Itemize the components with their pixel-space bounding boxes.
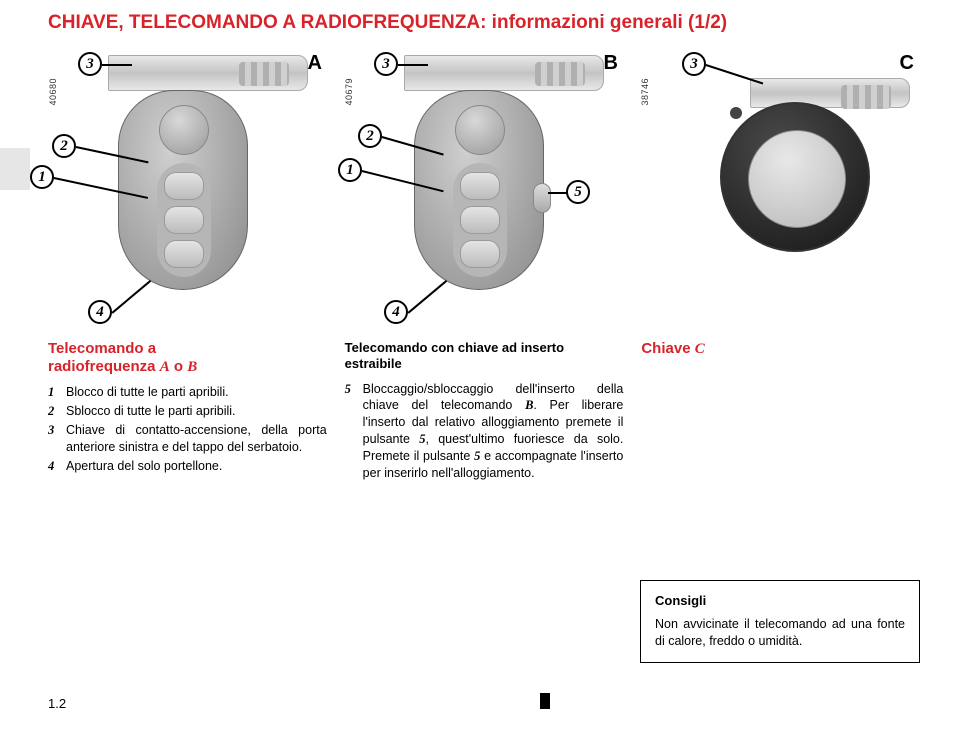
page-number: 1.2 (48, 696, 66, 711)
list-item: 1 Blocco di tutte le parti apribili. (48, 384, 327, 401)
item-text: Blocco di tutte le parti apribili. (66, 384, 229, 401)
leader-line (398, 64, 428, 66)
callout-3: 3 (682, 52, 706, 76)
callout-1: 1 (30, 165, 54, 189)
figure-code: 38746 (640, 78, 650, 106)
callout-2: 2 (358, 124, 382, 148)
list-item: 5 Bloccaggio/sbloccaggio dell'inserto de… (345, 381, 624, 482)
item-number: 1 (48, 384, 60, 401)
key-blade (750, 78, 910, 108)
figure-letter: C (900, 52, 914, 75)
key-fob-body (414, 90, 544, 290)
figure-row: 40680 A 3 2 1 4 40679 B (48, 50, 920, 310)
item-number: 2 (48, 403, 60, 420)
key-badge (159, 105, 209, 155)
callout-1: 1 (338, 158, 362, 182)
item-number: 5 (345, 381, 357, 482)
col1-title-line1: Telecomando a (48, 340, 156, 357)
key-button-strip (157, 163, 211, 277)
lock-button (460, 172, 500, 200)
col1-title: Telecomando a radiofrequenza A o B (48, 340, 327, 376)
unlock-button (460, 206, 500, 234)
item-text: Bloccaggio/sbloccaggio dell'inserto dell… (363, 381, 624, 482)
key-button-strip (453, 163, 507, 277)
callout-4: 4 (384, 300, 408, 324)
callout-3: 3 (374, 52, 398, 76)
trunk-button (164, 240, 204, 268)
leader-line (112, 280, 151, 313)
sidebar-tab (0, 148, 30, 190)
figure-c: 38746 C 3 (640, 50, 920, 310)
figure-a: 40680 A 3 2 1 4 (48, 50, 328, 310)
key-fob-body (118, 90, 248, 290)
item-number: 4 (48, 458, 60, 475)
callout-2: 2 (52, 134, 76, 158)
figure-code: 40680 (48, 78, 58, 106)
item-text: Apertura del solo portellone. (66, 458, 222, 475)
key-blade (108, 55, 308, 91)
col3-title: Chiave C (641, 340, 920, 358)
item-text: Chiave di contatto-accensione, della por… (66, 422, 327, 456)
consigli-body: Non avvicinate il telecomando ad una fon… (655, 616, 905, 650)
figure-b: 40679 B 3 2 1 5 4 (344, 50, 624, 310)
page-title: CHIAVE, TELECOMANDO A RADIOFREQUENZA: in… (48, 12, 727, 34)
list-item: 4 Apertura del solo portellone. (48, 458, 327, 475)
callout-3: 3 (78, 52, 102, 76)
list-item: 2 Sblocco di tutte le parti apribili. (48, 403, 327, 420)
leader-line (408, 280, 447, 313)
lock-button (164, 172, 204, 200)
round-key-head (720, 102, 870, 252)
trunk-button (460, 240, 500, 268)
leader-line (706, 64, 764, 84)
footer-mark (540, 693, 550, 709)
key-badge (455, 105, 505, 155)
col2-subhead: Telecomando con chiave ad inserto estrai… (345, 340, 624, 373)
key-blade (404, 55, 604, 91)
item-text: Sblocco di tutte le parti apribili. (66, 403, 236, 420)
release-pin (533, 183, 551, 213)
text-columns: Telecomando a radiofrequenza A o B 1 Bloc… (48, 340, 920, 484)
figure-code: 40679 (344, 78, 354, 106)
list-item: 3Chiave di contatto-accensione, della po… (48, 422, 327, 456)
consigli-box: Consigli Non avvicinate il telecomando a… (640, 580, 920, 663)
figure-letter: A (308, 52, 322, 75)
column-1: Telecomando a radiofrequenza A o B 1 Bloc… (48, 340, 327, 484)
leader-line (548, 192, 568, 194)
key-marker (730, 107, 742, 119)
column-3: Chiave C (641, 340, 920, 484)
key-badge (748, 130, 846, 228)
figure-letter: B (604, 52, 618, 75)
unlock-button (164, 206, 204, 234)
callout-4: 4 (88, 300, 112, 324)
consigli-title: Consigli (655, 593, 905, 608)
column-2: Telecomando con chiave ad inserto estrai… (345, 340, 624, 484)
callout-5: 5 (566, 180, 590, 204)
item-number: 3 (48, 422, 60, 456)
leader-line (102, 64, 132, 66)
col1-title-line2: radiofrequenza A o B (48, 358, 197, 375)
